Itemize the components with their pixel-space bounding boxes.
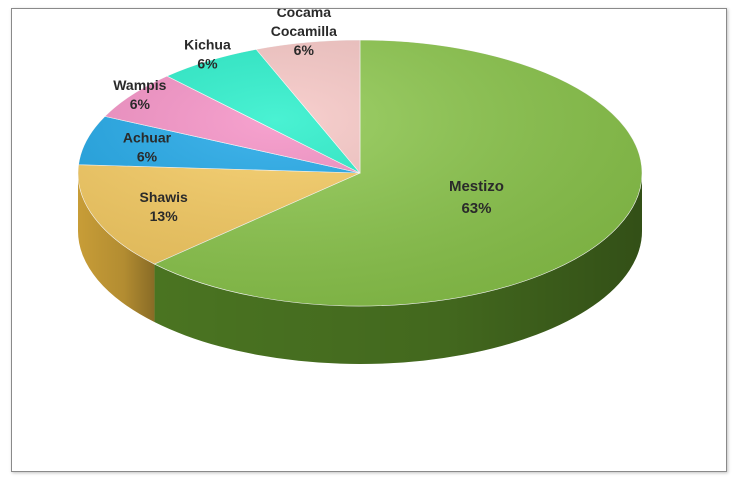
data-label-category: Cocama [277,9,332,20]
pie-slices [77,39,643,307]
data-label-category: Wampis [113,77,166,93]
data-label-category: Shawis [140,189,188,205]
data-label-category: Cocamilla [271,23,337,39]
data-label-percent: 6% [137,149,158,165]
data-label-percent: 6% [294,42,315,58]
data-label-category: Kichua [184,37,231,53]
pie-sides [78,173,642,364]
data-label-percent: 13% [150,208,179,224]
chart-frame: Mestizo 63% Shawis 13% Achuar 6% Wampis 6% Kichu… [11,8,727,472]
pie-side-shade [78,173,155,323]
data-label-category: Achuar [123,130,172,146]
pie-top-sheen [78,40,642,306]
pie-labels: Mestizo 63% Shawis 13% Achuar 6% Wampis 6% Kichu… [113,9,504,224]
pie-side-shade [154,173,642,364]
data-label-category: Mestizo [449,178,504,195]
data-label-percent: 63% [461,200,491,217]
data-label-percent: 6% [197,56,218,72]
data-label-percent: 6% [130,96,151,112]
pie-chart: Mestizo 63% Shawis 13% Achuar 6% Wampis 6% Kichu… [77,9,643,364]
